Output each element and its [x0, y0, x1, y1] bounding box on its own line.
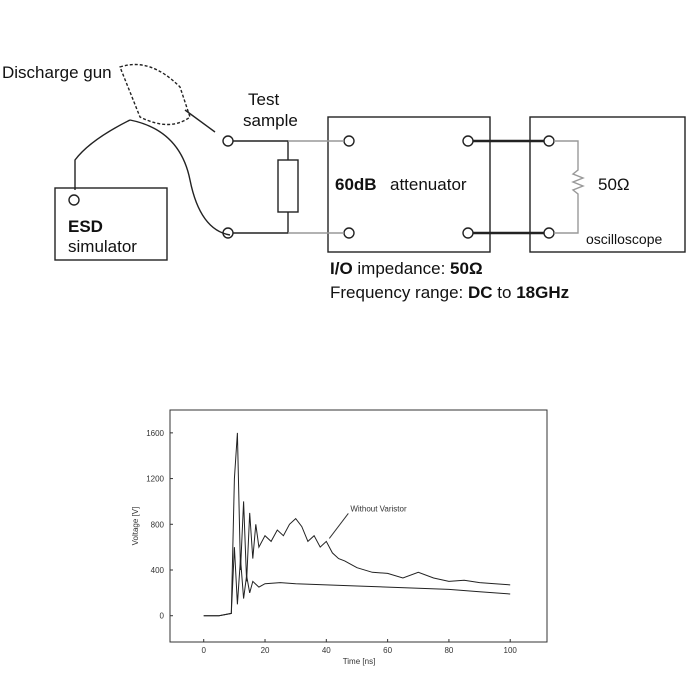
- line: [203, 547, 511, 617]
- wire: [233, 140, 289, 234]
- terminal: [462, 227, 474, 239]
- label: Discharge gun: [2, 63, 112, 82]
- gun: [119, 63, 191, 126]
- x-axis-label: Time [ns]: [343, 657, 376, 666]
- x-tick-label: 20: [261, 646, 270, 655]
- terminal: [343, 227, 355, 239]
- label: 60dB: [335, 175, 377, 194]
- label: 50Ω: [598, 175, 630, 194]
- spec: to: [497, 283, 511, 302]
- label: oscilloscope: [586, 231, 662, 247]
- terminal: [543, 135, 555, 147]
- label: I/O impedance: 50Ω: [330, 259, 483, 278]
- line: [203, 432, 511, 617]
- y-tick-label: 800: [151, 520, 165, 529]
- spec: 18GHz: [516, 283, 569, 302]
- y-tick-label: 400: [151, 566, 165, 575]
- y-axis-label: Voltage [V]: [131, 507, 140, 546]
- diagram: [54, 63, 686, 261]
- terminal: [68, 194, 80, 206]
- gun-tip: [184, 109, 216, 133]
- label: Test: [248, 90, 279, 109]
- spec: DC: [468, 283, 493, 302]
- spec: impedance:: [357, 259, 445, 278]
- label: attenuator: [390, 175, 467, 194]
- x-tick-label: 40: [322, 646, 331, 655]
- y-tick-label: 0: [160, 612, 165, 621]
- y-tick-label: 1200: [146, 475, 164, 484]
- spec: Frequency range:: [330, 283, 463, 302]
- x-tick-label: 80: [444, 646, 453, 655]
- label-leader: [328, 513, 349, 539]
- resistor: [554, 140, 585, 234]
- sample-resistor: [277, 159, 299, 213]
- wire: [288, 140, 344, 234]
- x-tick-label: 60: [383, 646, 392, 655]
- label: ESD: [68, 217, 103, 236]
- cable: [74, 119, 231, 236]
- terminal: [222, 135, 234, 147]
- y-tick-label: 1600: [146, 429, 164, 438]
- esd-box: [54, 187, 168, 261]
- plot-frame: [169, 409, 548, 643]
- spec: I/O: [330, 259, 353, 278]
- label: sample: [243, 111, 298, 130]
- spec: 50Ω: [450, 259, 483, 278]
- terminal: [462, 135, 474, 147]
- terminal: [343, 135, 355, 147]
- series-label: Without Varistor: [350, 504, 407, 513]
- x-tick-label: 0: [201, 646, 206, 655]
- terminal: [543, 227, 555, 239]
- label: Frequency range: DC to 18GHz: [330, 283, 569, 302]
- wire: [473, 139, 544, 235]
- x-tick-label: 100: [504, 646, 518, 655]
- scope-box: [529, 116, 686, 253]
- attenuator-box: [327, 116, 491, 253]
- label: simulator: [68, 237, 137, 256]
